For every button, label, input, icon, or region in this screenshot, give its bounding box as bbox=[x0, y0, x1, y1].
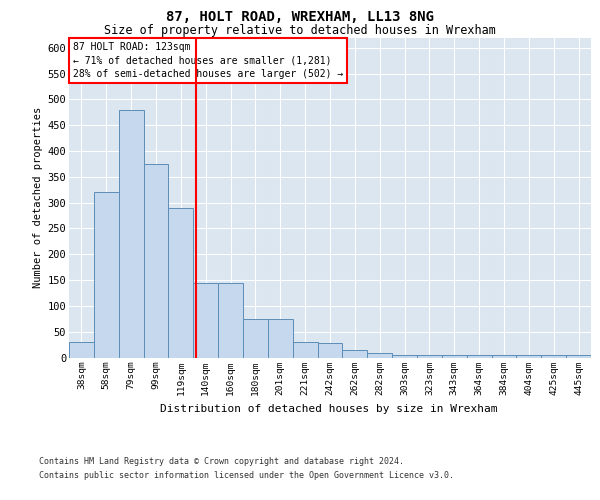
Bar bbox=[193, 282, 218, 358]
Bar bbox=[491, 355, 517, 358]
Text: Distribution of detached houses by size in Wrexham: Distribution of detached houses by size … bbox=[160, 404, 497, 414]
Bar bbox=[417, 355, 442, 358]
Text: Size of property relative to detached houses in Wrexham: Size of property relative to detached ho… bbox=[104, 24, 496, 37]
Bar bbox=[243, 319, 268, 358]
Bar bbox=[143, 164, 169, 358]
Bar bbox=[169, 208, 193, 358]
Bar bbox=[69, 342, 94, 357]
Bar bbox=[566, 355, 591, 358]
Bar bbox=[392, 355, 417, 358]
Bar bbox=[293, 342, 317, 357]
Bar bbox=[541, 355, 566, 358]
Y-axis label: Number of detached properties: Number of detached properties bbox=[34, 107, 43, 288]
Bar bbox=[442, 355, 467, 358]
Text: 87 HOLT ROAD: 123sqm
← 71% of detached houses are smaller (1,281)
28% of semi-de: 87 HOLT ROAD: 123sqm ← 71% of detached h… bbox=[73, 42, 343, 78]
Text: Contains public sector information licensed under the Open Government Licence v3: Contains public sector information licen… bbox=[39, 471, 454, 480]
Bar bbox=[268, 319, 293, 358]
Bar bbox=[94, 192, 119, 358]
Bar bbox=[317, 343, 343, 357]
Bar bbox=[343, 350, 367, 358]
Bar bbox=[517, 355, 541, 358]
Bar bbox=[467, 355, 491, 358]
Text: 87, HOLT ROAD, WREXHAM, LL13 8NG: 87, HOLT ROAD, WREXHAM, LL13 8NG bbox=[166, 10, 434, 24]
Text: Contains HM Land Registry data © Crown copyright and database right 2024.: Contains HM Land Registry data © Crown c… bbox=[39, 458, 404, 466]
Bar bbox=[119, 110, 143, 358]
Bar bbox=[218, 282, 243, 358]
Bar bbox=[367, 354, 392, 358]
